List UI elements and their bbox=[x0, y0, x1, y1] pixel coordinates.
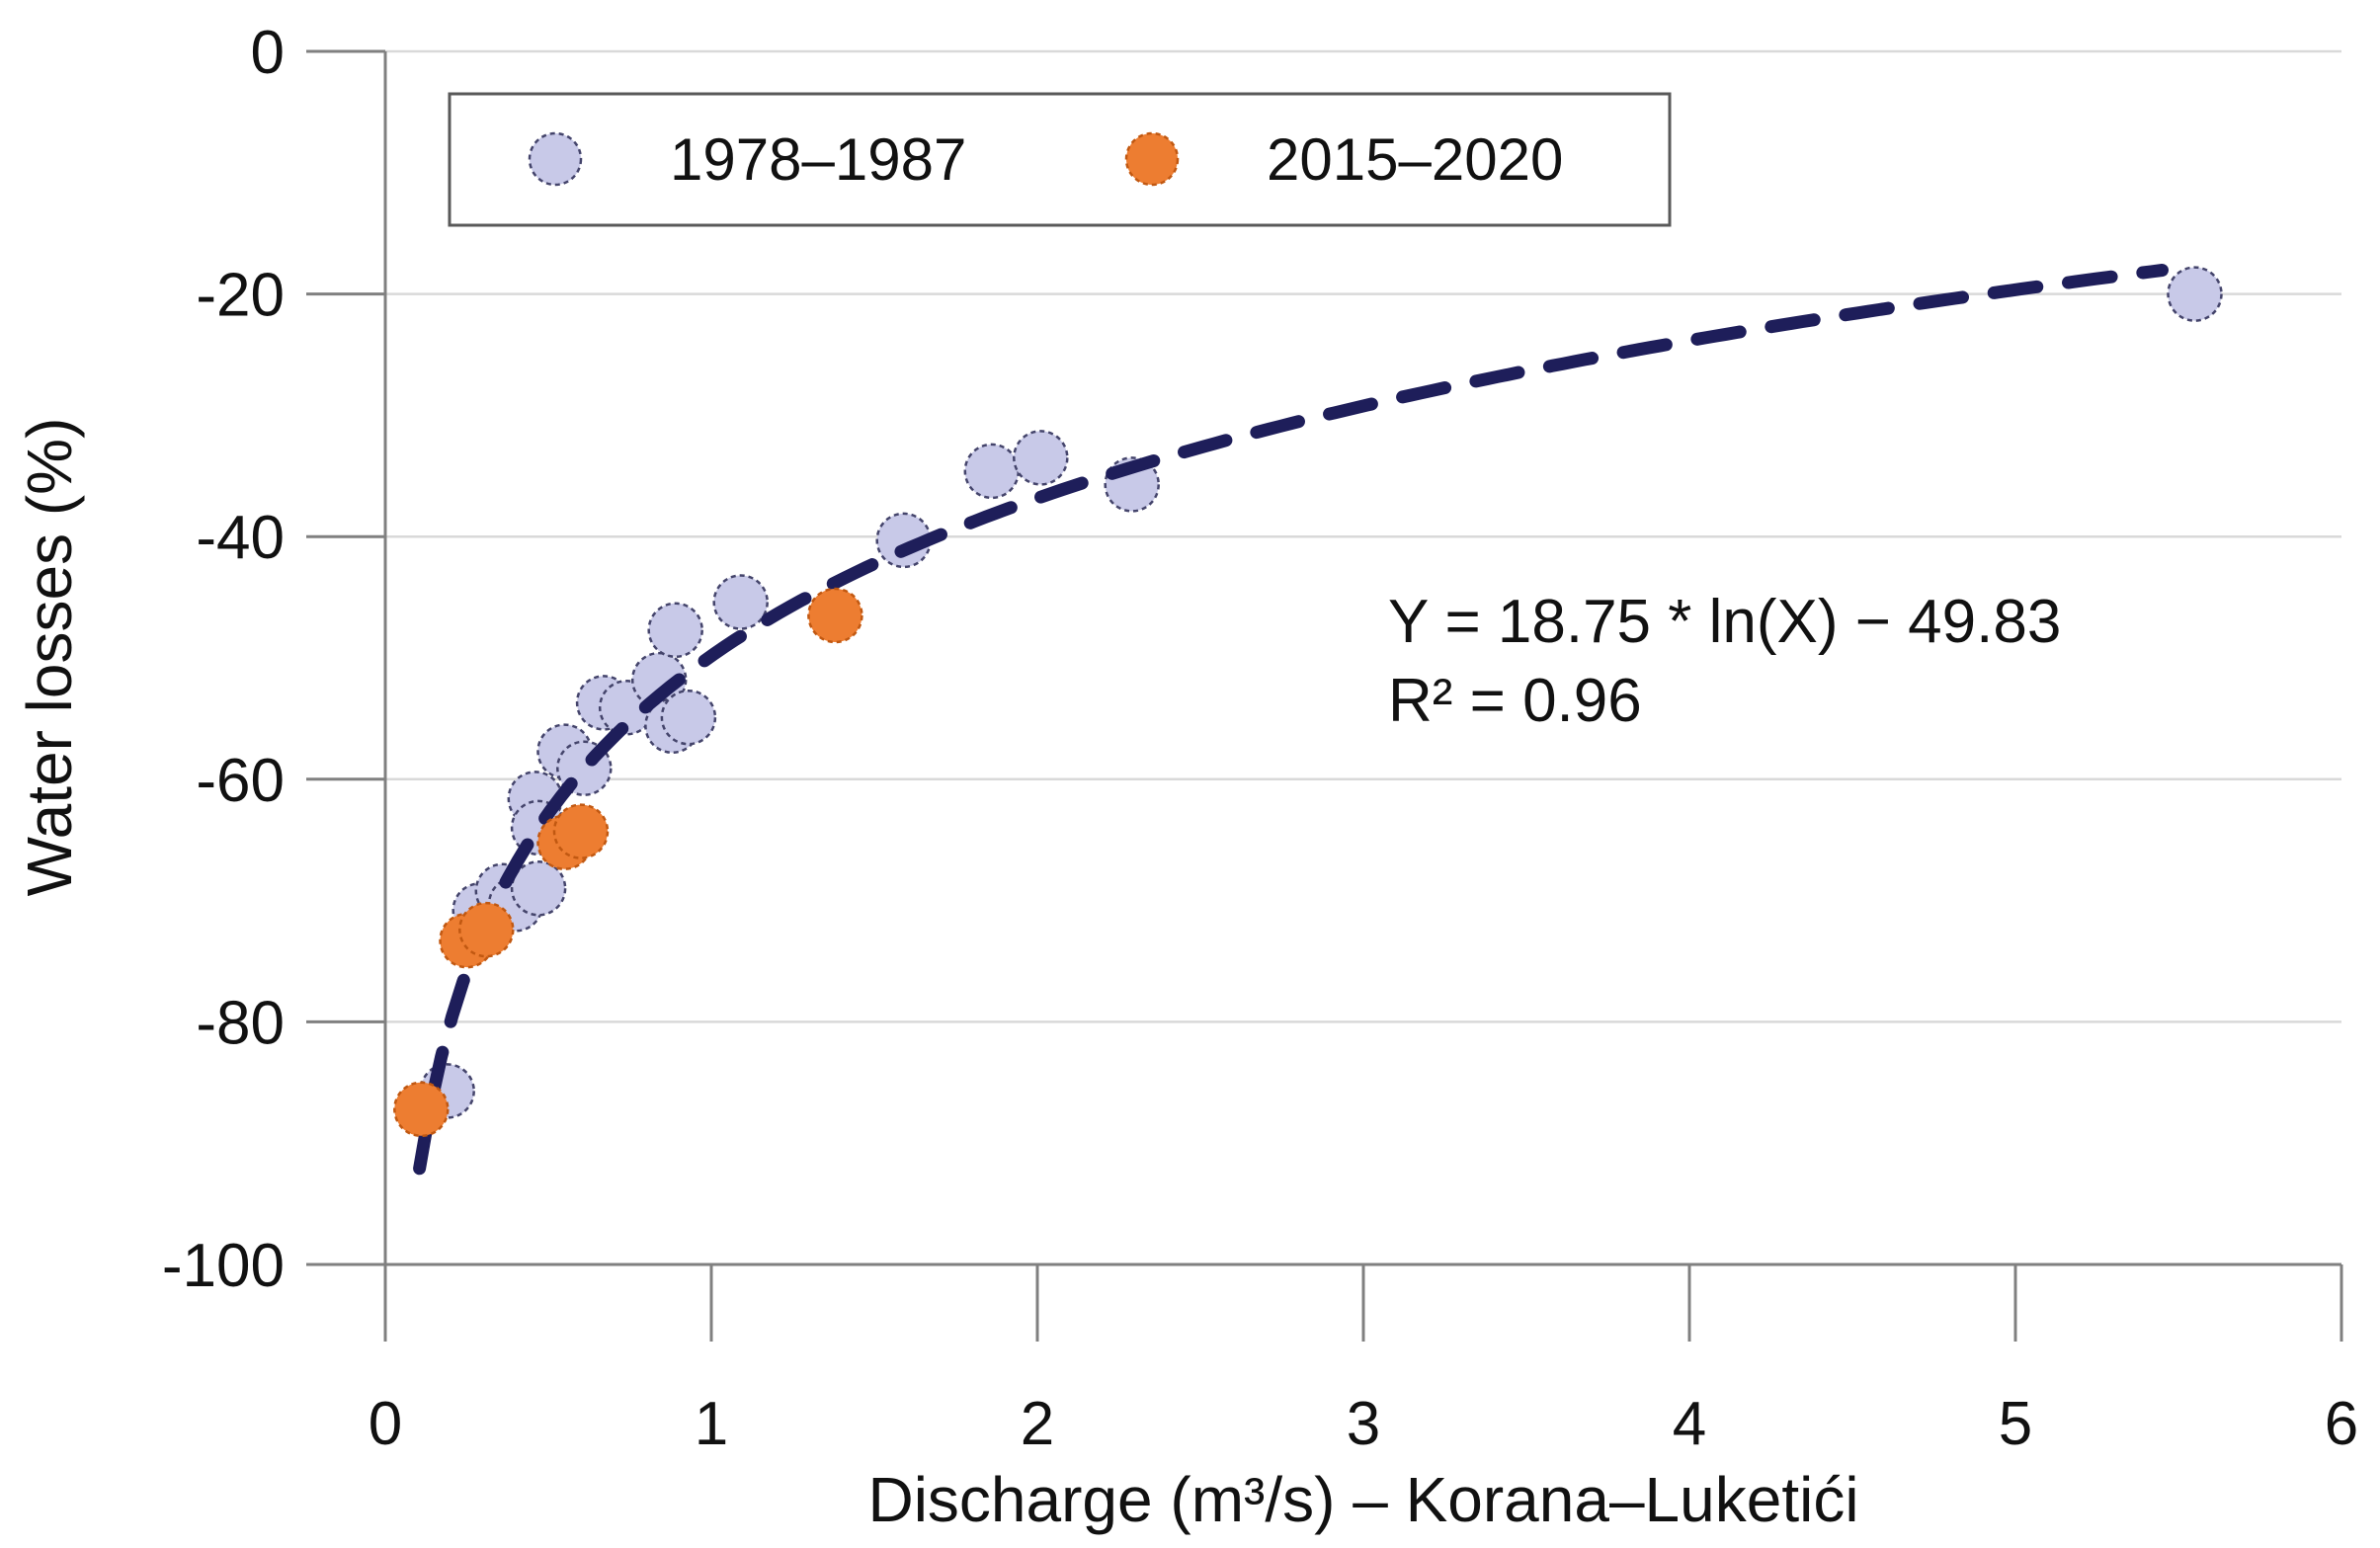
y-tick-label: 0 bbox=[251, 19, 285, 87]
x-tick-label: 6 bbox=[2325, 1390, 2358, 1458]
tick-labels: 0 -20 -40 -60 -80 -100 0 1 2 3 4 5 6 bbox=[162, 19, 2358, 1458]
trend-dashed-curve bbox=[413, 264, 2169, 1176]
equation-text: Y = 18.75 * ln(X) − 49.83 bbox=[1388, 588, 2061, 656]
trend-annotation: Y = 18.75 * ln(X) − 49.83 R² = 0.96 bbox=[1388, 588, 2061, 735]
data-point-1978-1987 bbox=[1013, 430, 1069, 486]
data-point-1978-1987 bbox=[660, 689, 717, 746]
x-axis-label: Discharge (m³/s) – Korana–Luketići bbox=[867, 1464, 1858, 1535]
x-tick-label: 1 bbox=[695, 1390, 728, 1458]
data-point-2015-2020 bbox=[807, 587, 863, 644]
data-point-1978-1987 bbox=[647, 602, 703, 659]
x-tick-label: 4 bbox=[1673, 1390, 1706, 1458]
x-tick-label: 0 bbox=[369, 1390, 402, 1458]
data-point-1978-1987 bbox=[630, 651, 688, 708]
series-1978-1987-points bbox=[419, 266, 2223, 1119]
y-tick-label: -80 bbox=[196, 989, 285, 1057]
x-tick-label: 3 bbox=[1347, 1390, 1380, 1458]
data-point-1978-1987 bbox=[712, 574, 769, 630]
y-tick-label: -100 bbox=[162, 1232, 285, 1300]
data-point-2015-2020 bbox=[552, 803, 610, 859]
axes bbox=[383, 51, 2341, 1266]
data-point-1978-1987 bbox=[2167, 266, 2223, 322]
legend: 1978–1987 2015–2020 bbox=[448, 92, 1672, 227]
data-point-1978-1987 bbox=[510, 860, 567, 917]
x-tick-label: 5 bbox=[1999, 1390, 2032, 1458]
series-2015-2020-points bbox=[393, 587, 863, 1138]
trend-line bbox=[413, 264, 2169, 1176]
y-tick-label: -60 bbox=[196, 747, 285, 815]
data-point-2015-2020 bbox=[458, 901, 515, 958]
tick-marks bbox=[306, 49, 2343, 1342]
legend-label-2015-2020: 2015–2020 bbox=[1267, 126, 1563, 193]
r-squared-text: R² = 0.96 bbox=[1388, 667, 1642, 735]
data-point-1978-1987 bbox=[963, 443, 1021, 500]
legend-box bbox=[448, 92, 1672, 227]
legend-label-1978-1987: 1978–1987 bbox=[670, 126, 966, 193]
y-tick-label: -40 bbox=[196, 504, 285, 572]
y-tick-label: -20 bbox=[196, 262, 285, 330]
x-tick-label: 2 bbox=[1021, 1390, 1054, 1458]
legend-marker-1978-1987 bbox=[528, 131, 583, 187]
y-axis-label: Water losses (%) bbox=[14, 418, 85, 897]
legend-marker-2015-2020 bbox=[1124, 131, 1180, 187]
data-point-2015-2020 bbox=[393, 1081, 450, 1138]
